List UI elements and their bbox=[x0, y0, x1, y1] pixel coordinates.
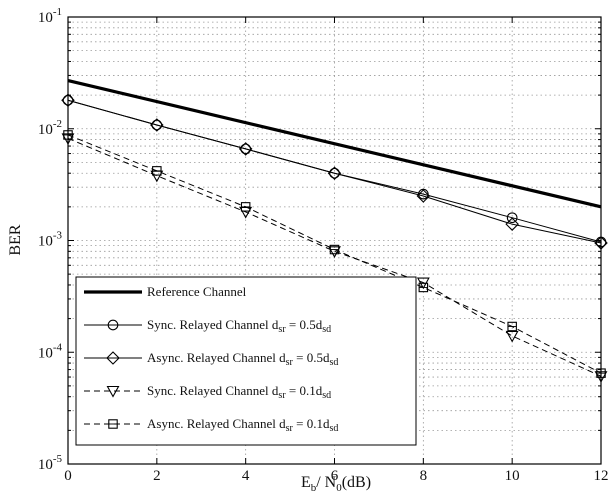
legend-swatch-marker bbox=[106, 385, 120, 398]
legend-entry-2: Async. Relayed Channel dsr = 0.5dsd bbox=[84, 350, 338, 368]
data-point bbox=[240, 143, 252, 155]
legend-label: Reference Channel bbox=[147, 284, 247, 299]
legend-swatch-marker bbox=[107, 319, 119, 331]
legend-label: Async. Relayed Channel dsr = 0.1dsd bbox=[147, 416, 338, 434]
legend-label: Sync. Relayed Channel dsr = 0.5dsd bbox=[147, 317, 331, 335]
legend-entry-1: Sync. Relayed Channel dsr = 0.5dsd bbox=[84, 317, 331, 335]
y-axis-title: BER bbox=[7, 224, 24, 255]
data-point bbox=[328, 246, 341, 258]
y-tick-label: 10-1 bbox=[38, 6, 62, 26]
data-point bbox=[416, 189, 431, 203]
series-0 bbox=[67, 78, 602, 209]
series-line bbox=[67, 78, 602, 209]
x-tick-label: 12 bbox=[594, 468, 609, 484]
x-tick-label: 6 bbox=[331, 468, 339, 484]
x-tick-label: 2 bbox=[153, 468, 161, 484]
x-tick-label: 8 bbox=[420, 468, 428, 484]
legend-entry-3: Sync. Relayed Channel dsr = 0.1dsd bbox=[84, 383, 331, 401]
legend-label: Async. Relayed Channel dsr = 0.5dsd bbox=[147, 350, 338, 368]
tick-layer: 0 2 4 6 8 10 12 10-5 10-4 10-3 10-2 10-1 bbox=[38, 6, 609, 484]
series-line bbox=[67, 99, 602, 244]
legend-entry-4: Async. Relayed Channel dsr = 0.1dsd bbox=[84, 416, 338, 434]
y-tick-label: 10-5 bbox=[38, 453, 63, 473]
legend-entries: Reference Channel Sync. Relayed Channel d… bbox=[84, 284, 338, 434]
legend: Reference Channel Sync. Relayed Channel d… bbox=[75, 276, 417, 446]
data-point bbox=[506, 212, 518, 224]
data-point bbox=[150, 118, 164, 132]
x-tick-label: 0 bbox=[64, 468, 72, 484]
data-point bbox=[329, 167, 340, 179]
data-point bbox=[239, 206, 253, 219]
data-point bbox=[505, 330, 519, 343]
data-point bbox=[151, 119, 163, 131]
y-tick-label: 10-2 bbox=[38, 118, 62, 138]
data-point bbox=[327, 166, 342, 180]
legend-label: Sync. Relayed Channel dsr = 0.1dsd bbox=[147, 383, 331, 401]
x-axis-title: Eb/ N0(dB) bbox=[301, 474, 371, 491]
x-tick-label: 10 bbox=[505, 468, 520, 484]
data-point bbox=[238, 142, 253, 156]
x-tick-label: 4 bbox=[242, 468, 250, 484]
y-tick-label: 10-4 bbox=[38, 341, 63, 361]
legend-box bbox=[75, 276, 417, 446]
y-tick-label: 10-3 bbox=[38, 230, 63, 250]
legend-swatch-marker bbox=[106, 351, 120, 365]
legend-entry-0: Reference Channel bbox=[84, 284, 247, 299]
data-point bbox=[505, 217, 519, 231]
